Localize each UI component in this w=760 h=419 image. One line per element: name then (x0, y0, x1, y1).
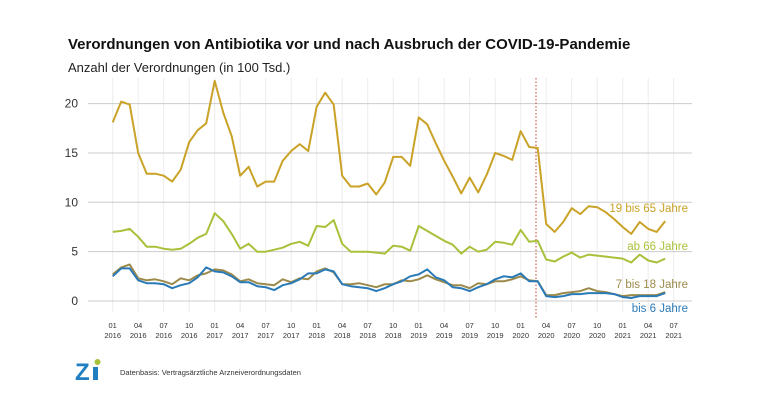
x-tick-label: 07 2017 (257, 321, 274, 340)
x-tick-label: 07 2021 (665, 321, 682, 340)
y-tick-label: 0 (71, 294, 78, 308)
x-tick-label: 07 2018 (359, 321, 376, 340)
x-tick-label: 04 2021 (640, 321, 657, 340)
y-axis-label: Anzahl der Verordnungen (in 100 Tsd.) (68, 60, 291, 75)
x-tick-label: 01 2016 (104, 321, 121, 340)
series-label: ab 66 Jahre (627, 241, 688, 253)
y-tick-label: 20 (65, 97, 79, 111)
x-tick-label: 10 2019 (487, 321, 504, 340)
x-tick-label: 04 2018 (334, 321, 351, 340)
x-tick-label: 01 2020 (512, 321, 529, 340)
x-tick-label: 01 2017 (206, 321, 223, 340)
x-tick-label: 07 2020 (563, 321, 580, 340)
series-label: 19 bis 65 Jahre (609, 203, 688, 215)
x-tick-label: 07 2019 (461, 321, 478, 340)
y-tick-label: 15 (65, 146, 79, 160)
x-tick-label: 01 2019 (410, 321, 427, 340)
y-tick-label: 10 (65, 195, 79, 209)
x-tick-label: 10 2016 (181, 321, 198, 340)
series-line (112, 266, 666, 299)
series-line (112, 263, 666, 298)
x-tick-label: 04 2017 (232, 321, 249, 340)
y-tick-label: 5 (71, 245, 78, 259)
x-tick-label: 10 2017 (283, 321, 300, 340)
x-tick-label: 10 2018 (385, 321, 402, 340)
x-tick-label: 04 2019 (436, 321, 453, 340)
x-tick-label: 01 2021 (614, 321, 631, 340)
data-source-note: Datenbasis: Vertragsärztliche Arzneivero… (120, 368, 301, 377)
x-tick-label: 04 2016 (130, 321, 147, 340)
svg-text:Z: Z (75, 359, 90, 382)
series-label: bis 6 Jahre (632, 303, 688, 315)
x-tick-label: 07 2016 (155, 321, 172, 340)
x-tick-label: 01 2018 (308, 321, 325, 340)
zi-logo: Z (75, 359, 101, 382)
x-tick-label: 04 2020 (538, 321, 555, 340)
series-line (111, 79, 666, 235)
x-tick-label: 10 2020 (589, 321, 606, 340)
chart-title: Verordnungen von Antibiotika vor und nac… (68, 36, 631, 53)
series-label: 7 bis 18 Jahre (616, 279, 688, 291)
series-line (112, 212, 666, 264)
